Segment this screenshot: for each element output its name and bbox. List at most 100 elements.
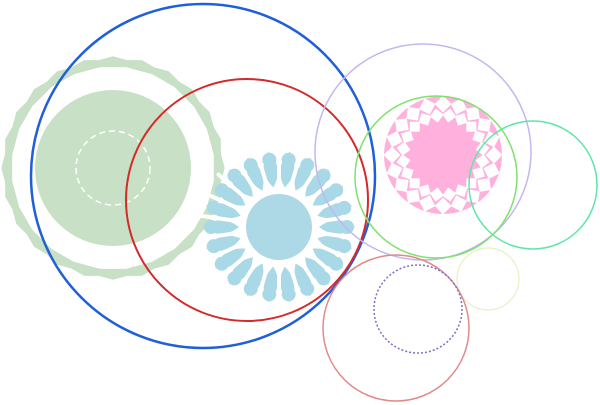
green-star-gap	[25, 129, 32, 136]
green-star-gap	[74, 80, 81, 87]
pink-rosette-diamond	[401, 166, 414, 180]
pink-rosette-diamond	[409, 178, 420, 189]
pink-rosette-diamond	[442, 187, 457, 202]
blue-flower-petal-tip	[281, 152, 296, 167]
blue-flower-petal-tip	[262, 152, 277, 167]
pink-rosette-diamond	[466, 178, 477, 189]
pink-rosette-diamond	[477, 178, 492, 192]
green-star-gap	[194, 200, 201, 207]
blue-flower-petal-tip	[340, 220, 354, 234]
blue-flower-spoke	[312, 213, 361, 224]
ring-pale-yellow	[456, 247, 520, 311]
green-star-gap	[201, 177, 208, 184]
blue-flower-petal-tip	[204, 220, 218, 234]
ring-purple-dotted	[373, 264, 463, 354]
green-star-gap	[182, 108, 189, 115]
blue-flower-petal-tip	[243, 158, 258, 173]
blue-flower-spoke	[296, 157, 325, 199]
pink-rosette-diamond	[396, 154, 411, 169]
pink-rosette-diamond	[454, 113, 468, 126]
green-star-gap	[166, 237, 173, 244]
pink-rosette-diamond	[386, 162, 403, 179]
pink-rosette-diamond	[419, 195, 436, 212]
green-star-dashed-circle	[75, 130, 151, 206]
blue-flower-petal-tip	[206, 200, 221, 215]
pink-rosette-center	[411, 123, 475, 187]
green-star-gap	[182, 221, 189, 228]
blue-flower-petal-tip	[300, 281, 315, 296]
ring-mint	[468, 120, 598, 250]
blue-flower-petal-tip	[337, 239, 352, 254]
blue-flower-spoke	[197, 213, 246, 224]
blue-flower-petal-tip	[243, 281, 258, 296]
blue-flower-petal-tip	[316, 168, 331, 183]
blue-flower-petal-tip	[329, 256, 344, 271]
green-star-gap	[97, 73, 104, 80]
green-star-gap	[122, 73, 129, 80]
blue-flower-petal-tip	[227, 168, 242, 183]
pink-rosette-diamond	[386, 131, 403, 148]
blue-flower-spoke	[233, 255, 262, 297]
blue-flower-spoke	[312, 230, 361, 241]
pink-rosette-diamond	[429, 187, 444, 202]
pink-rosette-diamond	[472, 130, 485, 144]
blue-flower-petal-tip	[262, 287, 277, 302]
green-star-gap	[25, 200, 32, 207]
pink-rosette-diamond	[442, 108, 457, 123]
green-star-gap	[74, 249, 81, 256]
blue-flower-spoke	[204, 191, 249, 215]
blue-flower-petal-tip	[329, 183, 344, 198]
green-star-gap	[166, 92, 173, 99]
green-star-gap	[18, 177, 25, 184]
pink-rosette-diamond	[450, 195, 467, 212]
blue-flower-petal-tip	[214, 256, 229, 271]
pink-rosette-diamond	[429, 108, 444, 123]
blue-flower-center	[246, 194, 312, 260]
green-star-core	[35, 90, 191, 246]
pink-rosette-diamond	[450, 98, 467, 115]
green-star-frame	[1, 56, 225, 280]
ring-red	[125, 78, 369, 322]
blue-flower-spoke	[304, 248, 342, 282]
blue-flower-spoke	[233, 157, 262, 199]
pink-rosette-diamond	[409, 121, 420, 132]
blue-flower-petal-tip	[316, 271, 331, 286]
green-star-gap	[145, 249, 152, 256]
pink-rosette-diamond	[418, 184, 432, 197]
green-star-gap	[201, 152, 208, 159]
blue-flower-ornament	[197, 145, 361, 309]
pink-rosette-diamond	[483, 131, 500, 148]
pink-rosette-diamond	[483, 162, 500, 179]
blue-flower-spoke	[309, 191, 354, 215]
blue-flower-spoke	[216, 172, 254, 206]
ring-rose	[322, 254, 470, 402]
blue-flower-spoke	[197, 230, 246, 241]
blue-flower-petal-tip	[206, 239, 221, 254]
green-star-gap	[18, 152, 25, 159]
blue-flower-petal-tip	[227, 271, 242, 286]
blue-flower-petal-tip	[214, 183, 229, 198]
green-star-gap	[53, 92, 60, 99]
green-star-gap	[97, 256, 104, 263]
pink-rosette-diamond	[406, 106, 420, 121]
pink-rosette-diamond	[466, 121, 477, 132]
pink-rosette-diamond	[454, 184, 468, 197]
green-star-ornament	[1, 56, 225, 280]
pink-rosette-diamond	[406, 189, 420, 204]
pink-rosette-diamond	[466, 189, 480, 204]
pink-rosette-diamond	[396, 141, 411, 156]
blue-flower-spoke	[254, 148, 271, 195]
pink-rosette-diamond	[475, 141, 490, 156]
pink-rosette-diamond	[472, 166, 485, 180]
blue-flower-spoke	[204, 239, 249, 263]
ring-lime	[354, 95, 518, 259]
blue-flower-spoke	[287, 148, 304, 195]
ring-blue	[29, 2, 377, 350]
pink-rosette-diamond	[475, 154, 490, 169]
pink-rosette-diamond	[418, 113, 432, 126]
blue-flower-spoke	[304, 172, 342, 206]
blue-flower-spoke	[296, 255, 325, 297]
pink-rosette-diamond	[394, 118, 409, 132]
blue-flower-spoke	[287, 259, 304, 306]
